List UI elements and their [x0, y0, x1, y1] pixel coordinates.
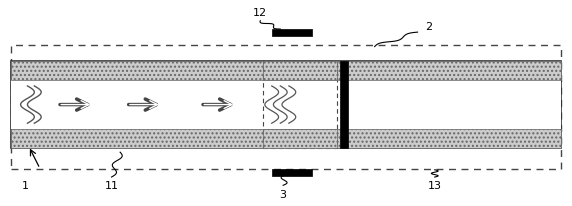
Bar	[272, 169, 312, 176]
Bar	[11, 62, 561, 80]
Bar	[263, 62, 337, 148]
Bar	[11, 80, 561, 130]
Text: 3: 3	[280, 189, 287, 199]
Text: 13: 13	[428, 180, 442, 190]
Bar	[340, 62, 348, 148]
Text: 1: 1	[22, 180, 29, 190]
Bar	[263, 62, 337, 80]
Text: 12: 12	[253, 8, 267, 18]
Bar	[11, 130, 561, 148]
Text: 11: 11	[105, 180, 118, 190]
Bar	[272, 30, 312, 37]
Text: 2: 2	[426, 22, 432, 32]
Bar	[263, 130, 337, 148]
Bar	[11, 45, 561, 169]
Bar	[11, 62, 561, 148]
